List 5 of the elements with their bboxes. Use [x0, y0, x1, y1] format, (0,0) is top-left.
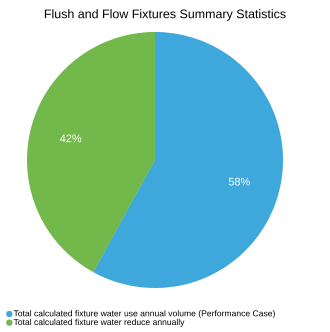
- data-label: 42%: [60, 134, 82, 142]
- legend-label: Total calculated fixture water reduce annually: [14, 318, 184, 327]
- legend-label: Total calculated fixture water use annual volume (Performance Case): [14, 310, 275, 318]
- data-label: 58%: [228, 178, 250, 186]
- chart-title: Flush and Flow Fixtures Summary Statistics: [44, 9, 286, 21]
